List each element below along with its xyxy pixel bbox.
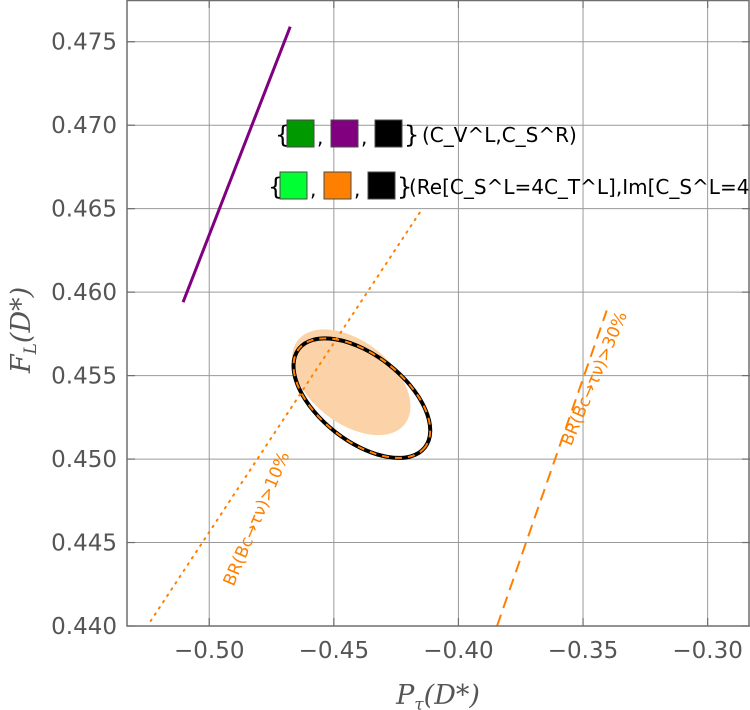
series-line-dotted: [149, 207, 424, 622]
y-tick-label: 0.475: [51, 30, 117, 56]
y-tick-label: 0.440: [51, 614, 117, 640]
y-tick-label: 0.450: [51, 447, 117, 473]
legend-label: (Re[C_S^L=4C_T^L],Im[C_S^L=4C_T^L]): [409, 175, 750, 199]
y-tick-label: 0.470: [51, 113, 117, 139]
legend-row: {,,}(Re[C_S^L=4C_T^L],Im[C_S^L=4C_T^L]): [268, 171, 750, 201]
plot-frame: [126, 0, 750, 627]
x-tick-label: −0.30: [672, 638, 742, 664]
legend-comma: ,: [354, 177, 360, 201]
legend-open-brace: {: [275, 121, 290, 149]
legend-label: (C_V^L,C_S^R): [422, 123, 577, 147]
legend-swatch: [367, 171, 396, 200]
y-tick-label: 0.445: [51, 531, 117, 557]
legend-comma: ,: [361, 125, 367, 149]
x-axis-label: Pτ(D*): [395, 680, 480, 710]
legend: {,,} (C_V^L,C_S^R){,,}(Re[C_S^L=4C_T^L],I…: [268, 119, 750, 201]
legend-close-brace: }: [404, 121, 419, 149]
y-axis-label: FL(D*): [6, 287, 41, 374]
x-tick-label: −0.40: [423, 638, 493, 664]
y-tick-label: 0.460: [51, 280, 117, 306]
region-outline-orange: [292, 337, 432, 459]
legend-swatch: [374, 119, 403, 148]
legend-swatch: [323, 171, 352, 200]
legend-comma: ,: [310, 177, 316, 201]
legend-close-brace: }: [397, 173, 412, 201]
x-tick-label: −0.35: [548, 638, 618, 664]
y-tick-label: 0.465: [51, 197, 117, 223]
legend-swatch: [330, 119, 359, 148]
legend-swatch: [286, 119, 315, 148]
legend-open-brace: {: [268, 173, 283, 201]
y-tick-label: 0.455: [51, 364, 117, 390]
legend-row: {,,} (C_V^L,C_S^R): [275, 119, 577, 149]
series-line-line: [181, 26, 292, 303]
line-annotation: BR(Bc→τν)>10%: [220, 449, 295, 589]
grid: [127, 0, 750, 627]
legend-swatch: [279, 171, 308, 200]
legend-comma: ,: [317, 125, 323, 149]
series-line-dashed: [496, 310, 608, 627]
series-layer: [149, 26, 608, 627]
x-tick-label: −0.45: [299, 638, 369, 664]
filled-region: [292, 329, 411, 436]
frame-border: [126, 0, 750, 627]
line-annotation: BR(Bc→τν)>30%: [557, 309, 632, 449]
tick-labels: −0.50 −0.45 −0.40 −0.35 −0.30 0.440 0.445 0.450…: [51, 30, 743, 664]
x-tick-label: −0.50: [174, 638, 244, 664]
